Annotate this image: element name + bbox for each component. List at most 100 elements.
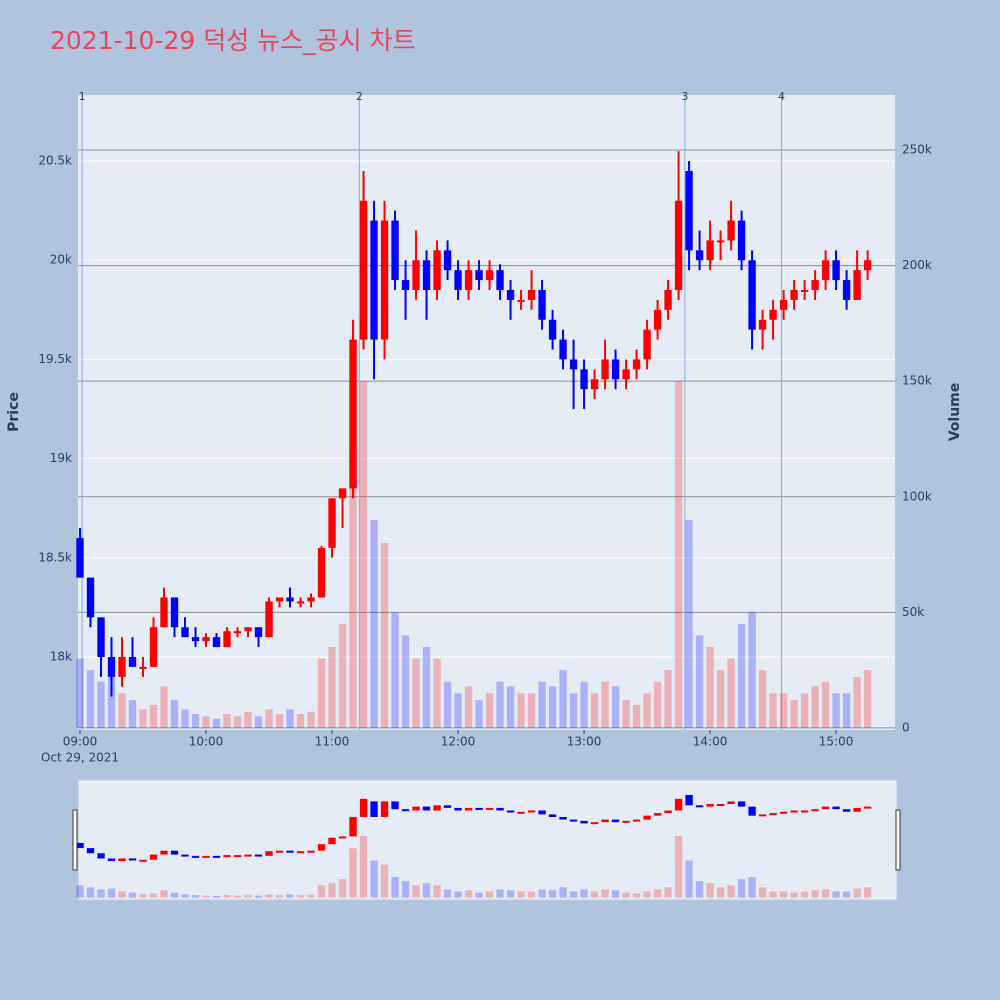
volume-bar [118,693,126,728]
candle-body [517,299,525,302]
mini-volume-bar [443,889,452,898]
candle-body [685,170,693,251]
mini-candle-body [118,858,126,862]
date-label: Oct 29, 2021 [41,751,119,765]
volume-bar [76,658,84,728]
mini-candle-body [454,807,462,811]
volume-bar [842,693,851,728]
candle-body [643,329,651,360]
y-tick-label: 18k [50,649,72,663]
mini-candle-body [842,809,851,812]
candle-body [485,270,494,281]
candle-body [464,270,473,291]
candle-body [601,359,609,380]
mini-volume-bar [853,888,861,898]
mini-candle-body [265,851,273,856]
candle-body [118,656,126,677]
mini-volume-bar [811,890,819,898]
candle-body [380,220,389,340]
mini-volume-bar [800,891,809,898]
candle-body [475,270,483,281]
y2-axis-title: Volume [947,383,963,442]
volume-bar [548,686,557,728]
candle-body [506,290,515,300]
mini-volume-bar [464,890,473,898]
volume-bar [380,542,389,728]
volume-bar [160,686,168,728]
volume-bar [821,681,830,728]
volume-bar [275,714,284,728]
volume-bar [370,519,378,728]
mini-volume-bar [695,881,704,898]
mini-candle-body [716,804,725,807]
volume-bar [233,716,242,728]
mini-volume-bar [748,877,756,898]
candle-body [559,339,567,360]
mini-volume-bar [76,885,84,898]
candle-body [223,631,231,648]
volume-bar [359,381,368,728]
candle-body [653,309,662,330]
x-tick-label: 09:00 [63,735,98,749]
candle-body [391,220,399,281]
volume-bar [97,681,105,728]
volume-bar [664,670,672,728]
volume-bar [212,718,221,728]
mini-candle-body [244,854,252,857]
mini-candle-body [191,855,200,858]
volume-bar [853,677,861,728]
mini-volume-bar [338,879,347,898]
annotation-label: 4 [778,90,785,103]
candle-body [202,637,210,642]
volume-bar [338,623,347,728]
x-tick-label: 15:00 [819,735,854,749]
mini-candle-body [212,855,221,858]
mini-volume-bar [118,891,126,898]
volume-bar [538,681,546,728]
mini-candle-body [170,850,179,855]
candle-body [338,488,347,499]
mini-volume-bar [485,891,494,898]
mini-candle-body [412,806,420,811]
mini-candle-body [86,848,95,854]
slider-handle[interactable] [895,809,901,871]
mini-volume-bar [632,893,641,898]
mini-volume-bar [212,895,221,898]
volume-bar [433,658,441,728]
mini-volume-bar [548,890,557,898]
x-tick-label: 11:00 [315,735,350,749]
candle-body [695,250,704,261]
mini-volume-bar [653,889,662,898]
candle-body [244,627,252,632]
slider-handle[interactable] [72,809,78,871]
volume-bar [527,693,536,728]
mini-candle-body [737,801,746,807]
volume-bar [181,709,189,728]
mini-candle-body [370,801,378,817]
y2-tick-label: 200k [902,258,932,272]
candle-body [212,637,221,648]
mini-volume-bar [601,889,609,898]
mini-candle-body [769,813,777,816]
mini-candle-body [695,805,704,808]
range-slider-layer [76,794,872,898]
candle-body [811,280,819,291]
range-slider[interactable] [77,779,898,901]
mini-volume-bar [475,892,483,898]
mini-candle-body [349,816,357,837]
candle-body [758,319,767,330]
mini-candle-body [517,811,525,814]
mini-volume-bar [317,885,326,898]
candle-body [779,299,788,310]
volume-bar [244,711,252,728]
y-tick-label: 18.5k [38,550,72,564]
mini-volume-bar [517,891,525,898]
volume-layer [76,381,872,728]
mini-candle-body [149,854,158,860]
mini-candle-body [727,801,735,805]
mini-volume-bar [454,891,462,898]
volume-bar [643,693,651,728]
mini-candle-body [464,807,473,811]
y2-tick-label: 0 [902,720,910,734]
volume-bar [811,686,819,728]
